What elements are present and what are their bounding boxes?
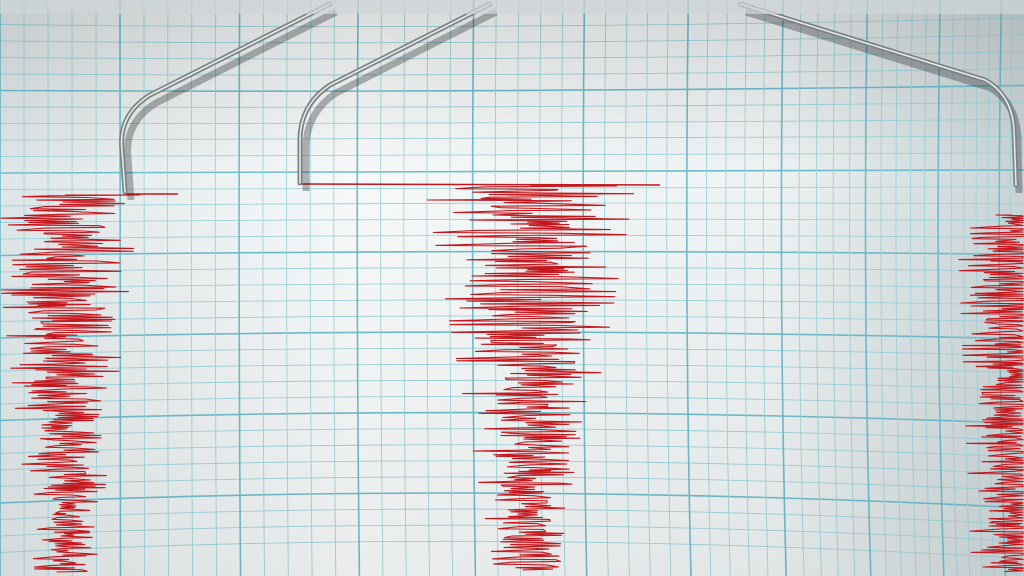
right-edge-trace xyxy=(958,214,1024,573)
needle-left-shadow xyxy=(124,8,338,201)
center-trace xyxy=(426,185,635,571)
needle-center-highlight xyxy=(299,3,491,184)
top-frame xyxy=(0,0,1024,14)
left-trace xyxy=(0,194,141,573)
needle-left-highlight xyxy=(120,3,331,193)
center-trace-baseline xyxy=(299,183,661,186)
needles xyxy=(0,0,1024,201)
needle-center-shadow xyxy=(302,8,498,191)
seismic-traces xyxy=(0,183,1024,573)
needle-right-highlight xyxy=(739,3,1017,186)
